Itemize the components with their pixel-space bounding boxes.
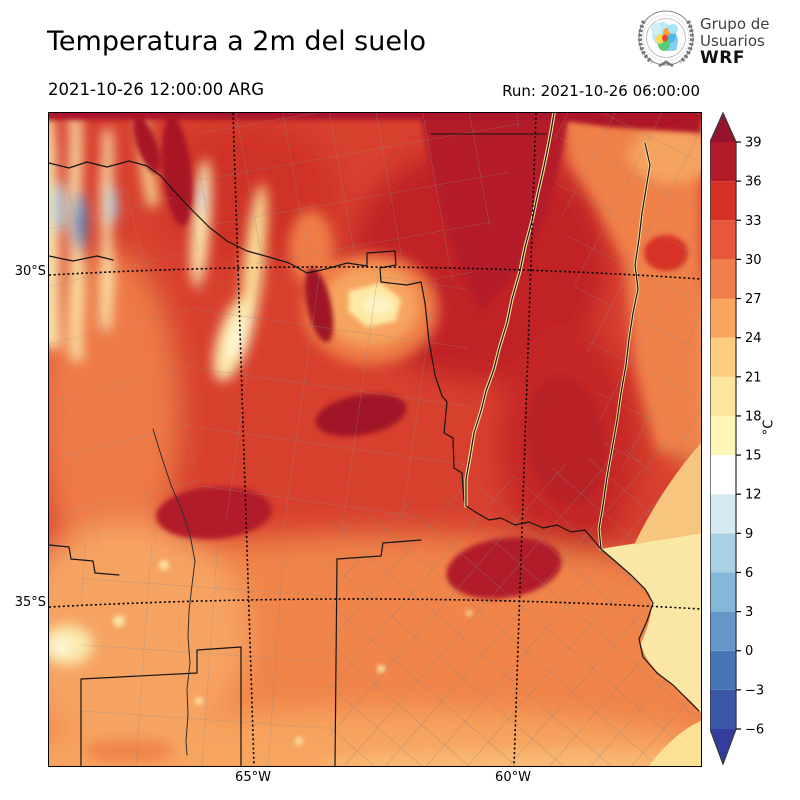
colorbar-segment: [710, 181, 736, 221]
lon-tick-65w: 65°W: [235, 770, 271, 785]
border-buenosaires-west: [334, 558, 338, 766]
lat-tick-35s: 35°S: [14, 595, 46, 610]
colorbar-segment: [710, 259, 736, 299]
colorbar-segment: [710, 376, 736, 416]
gridline-65w: [232, 113, 255, 766]
colorbar-under-arrow: [710, 729, 736, 765]
border-buenosaires-north: [336, 539, 422, 560]
colorbar-tick-label: −3: [745, 683, 764, 698]
colorbar-tick-label: 39: [745, 136, 762, 151]
lon-tick-60w: 60°W: [495, 770, 531, 785]
border-cordoba-north: [366, 250, 467, 507]
colorbar: 39 36 33 30 27 24 21 18 15 12 9 6 3 0 −3 −6: [709, 111, 800, 766]
colorbar-segment: [710, 572, 736, 612]
colorbar-tick-label: 24: [745, 331, 762, 346]
colorbar-unit-label: °C: [761, 419, 777, 436]
colorbar-tick-label: 33: [745, 214, 762, 229]
colorbar-segment: [710, 220, 736, 260]
map-plot-area: [48, 112, 702, 767]
run-time-label: Run: 2021-10-26 06:00:00: [502, 82, 700, 100]
logo-seal-icon: [638, 10, 694, 68]
gridline-35s: [49, 598, 701, 610]
valid-time-label: 2021-10-26 12:00:00 ARG: [48, 80, 265, 99]
colorbar-segment: [710, 650, 736, 690]
colorbar-tick-label: 18: [745, 409, 762, 424]
gridline-30s: [49, 266, 701, 280]
colorbar-segment: [710, 611, 736, 651]
page-title: Temperatura a 2m del suelo: [47, 26, 426, 57]
border-sanluis-steps: [49, 544, 120, 576]
colorbar-segment: [710, 494, 736, 534]
lat-tick-30s: 30°S: [14, 264, 46, 279]
wrf-users-group-logo: Grupo de Usuarios WRF: [636, 8, 800, 76]
colorbar-segment: [710, 142, 736, 182]
colorbar-tick-label: 36: [745, 175, 762, 190]
estuary-lowlands: [601, 443, 701, 766]
river-parana-lower: [465, 505, 602, 550]
colorbar-tick-label: 21: [745, 370, 762, 385]
colorbar-tick-label: 9: [745, 527, 753, 542]
logo-text: Grupo de Usuarios WRF: [700, 16, 770, 67]
border-lapampa: [80, 646, 242, 766]
logo-line-3: WRF: [700, 48, 745, 68]
colorbar-tick-label: −6: [745, 723, 764, 738]
colorbar-over-arrow: [710, 112, 736, 142]
colorbar-tick-label: 12: [745, 488, 762, 503]
graticule: [49, 113, 701, 766]
coastline-delta: [600, 548, 700, 712]
department-boundaries: [49, 113, 701, 766]
colorbar-tick-label: 30: [745, 253, 762, 268]
border-northwest: [49, 160, 368, 274]
colorbar-tick-label: 15: [745, 449, 762, 464]
colorbar-segment: [710, 533, 736, 573]
logo-line-1: Grupo de: [700, 15, 770, 33]
temperature-map: [49, 113, 701, 766]
colorbar-tick-label: 27: [745, 292, 762, 307]
border-sanjuan: [49, 255, 114, 262]
river-salado-line: [465, 113, 555, 507]
colorbar-segment: [710, 298, 736, 338]
province-boundaries: [49, 113, 700, 766]
colorbar-segment: [710, 455, 736, 495]
colorbar-segment: [710, 337, 736, 377]
colorbar-tick-label: 3: [745, 605, 753, 620]
colorbar-segment: [710, 689, 736, 729]
colorbar-segment: [710, 415, 736, 456]
colorbar-tick-label: 6: [745, 566, 753, 581]
river-parana-upper-line: [598, 142, 651, 550]
colorbar-tick-label: 0: [745, 644, 753, 659]
river-desaguadero: [152, 428, 196, 756]
logo-line-2: Usuarios: [700, 32, 765, 50]
gridline-60w: [513, 113, 537, 766]
